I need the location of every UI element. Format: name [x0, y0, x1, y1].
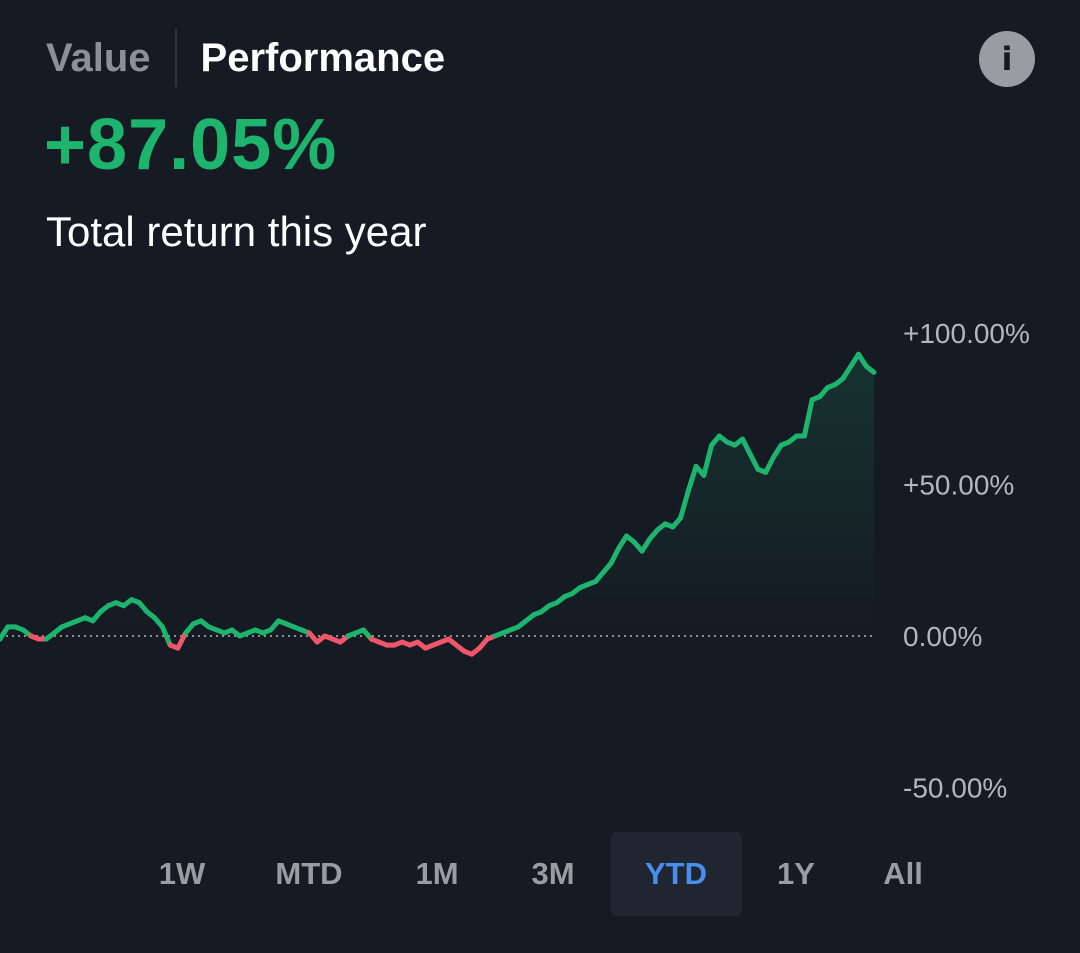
range-tab-1w[interactable]: 1W	[127, 832, 237, 916]
time-range-selector: 1W MTD 1M 3M YTD 1Y All	[0, 832, 1080, 916]
range-tab-all[interactable]: All	[848, 832, 958, 916]
y-tick-label: +100.00%	[903, 318, 1030, 349]
range-tab-3m[interactable]: 3M	[498, 832, 608, 916]
y-tick-label: -50.00%	[903, 773, 1007, 804]
y-tick-label: 0.00%	[903, 621, 982, 652]
range-tab-1y[interactable]: 1Y	[741, 832, 851, 916]
series-line-segment	[162, 627, 170, 645]
series-area	[0, 354, 874, 636]
range-tab-1m[interactable]: 1M	[382, 832, 492, 916]
y-tick-label: +50.00%	[903, 470, 1014, 501]
range-tab-ytd[interactable]: YTD	[611, 832, 742, 916]
performance-chart: +100.00% +50.00% 0.00% -50.00%	[0, 0, 1080, 830]
series-line-segment	[178, 633, 186, 648]
range-tab-mtd[interactable]: MTD	[254, 832, 364, 916]
